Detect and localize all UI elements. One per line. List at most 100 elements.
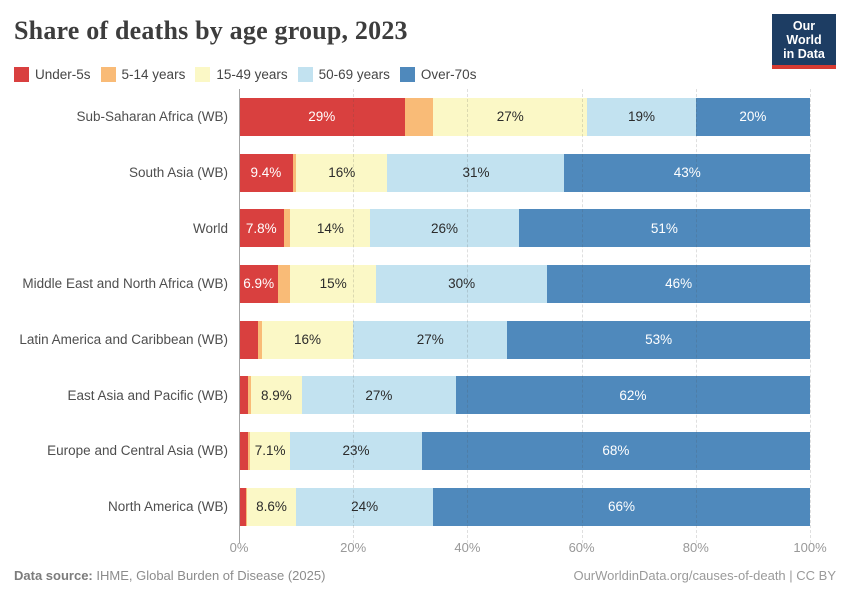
bar-segment-over-70s[interactable]: 62% — [455, 376, 810, 415]
x-tick-label: 20% — [340, 539, 367, 555]
bar-segment-15-49-years[interactable]: 16% — [261, 320, 354, 359]
legend-swatch-icon — [195, 66, 211, 82]
legend-label: 50-69 years — [318, 66, 390, 82]
bar-segment-50-69-years[interactable]: 31% — [387, 153, 565, 192]
bar-segment-5-14-years[interactable] — [278, 264, 291, 303]
chart-row-east-asia-and-pacific-wb: East Asia and Pacific (WB) 8.9% 27% 62% — [14, 367, 810, 423]
bar-segment-50-69-years[interactable]: 19% — [587, 97, 696, 136]
bar-segment-50-69-years[interactable]: 27% — [301, 376, 456, 415]
legend-item-50-69-years[interactable]: 50-69 years — [297, 66, 390, 82]
chart-row-north-america-wb: North America (WB) 8.6% 24% 66% — [14, 479, 810, 535]
x-axis: 0% 20% 40% 60% 80% 100% — [230, 538, 827, 558]
bar-segment-15-49-years[interactable]: 16% — [296, 153, 388, 192]
bar-segment-50-69-years[interactable]: 30% — [376, 264, 548, 303]
bar-segment-15-49-years[interactable]: 14% — [290, 209, 371, 248]
page-title: Share of deaths by age group, 2023 — [14, 16, 408, 45]
legend-item-5-14-years[interactable]: 5-14 years — [100, 66, 186, 82]
bar-segment-under-5s[interactable]: 6.9% — [239, 264, 279, 303]
bar-segment-50-69-years[interactable]: 23% — [290, 431, 422, 470]
row-label[interactable]: East Asia and Pacific (WB) — [67, 387, 228, 403]
bar-track: 9.4% 16% 31% 43% — [239, 153, 810, 192]
header: Share of deaths by age group, 2023 Our W… — [14, 14, 836, 69]
bar-segment-under-5s[interactable] — [239, 431, 248, 470]
legend-swatch-icon — [297, 66, 313, 82]
chart-row-middle-east-and-north-africa-wb: Middle East and North Africa (WB) 6.9% 15%… — [14, 256, 810, 312]
bar-segment-50-69-years[interactable]: 27% — [353, 320, 508, 359]
x-tick-label: 80% — [682, 539, 709, 555]
chart-row-europe-and-central-asia-wb: Europe and Central Asia (WB) 7.1% 23% 68% — [14, 423, 810, 479]
row-label[interactable]: World — [192, 220, 228, 236]
data-source-text: IHME, Global Burden of Disease (2025) — [92, 567, 326, 583]
bar-segment-over-70s[interactable]: 68% — [421, 431, 810, 470]
chart-rows: Sub-Saharan Africa (WB) 29% 27% 19% 20% South… — [14, 89, 810, 535]
row-label[interactable]: Middle East and North Africa (WB) — [22, 276, 228, 292]
chart-row-world: World 7.8% 14% 26% 51% — [14, 200, 810, 256]
owid-logo-line2: in Data — [783, 47, 825, 61]
bar-track: 8.6% 24% 66% — [239, 487, 810, 526]
owid-logo[interactable]: Our World in Data — [772, 14, 836, 69]
bar-track: 7.8% 14% 26% 51% — [239, 209, 810, 248]
x-tick-label: 100% — [793, 539, 827, 555]
bar-segment-5-14-years[interactable] — [247, 431, 250, 470]
row-label[interactable]: Latin America and Caribbean (WB) — [19, 332, 228, 348]
bar-segment-under-5s[interactable] — [239, 487, 246, 526]
bar-track: 8.9% 27% 62% — [239, 376, 810, 415]
legend-item-over-70s[interactable]: Over-70s — [399, 66, 477, 82]
chart-row-sub-saharan-africa-wb: Sub-Saharan Africa (WB) 29% 27% 19% 20% — [14, 89, 810, 145]
bar-segment-over-70s[interactable]: 51% — [518, 209, 810, 248]
legend-label: 5-14 years — [121, 66, 186, 82]
bar-segment-5-14-years[interactable] — [292, 153, 297, 192]
bar-segment-5-14-years[interactable] — [283, 209, 291, 248]
bar-track: 16% 27% 53% — [239, 320, 810, 359]
legend-swatch-icon — [399, 66, 415, 82]
stacked-bar-chart: Sub-Saharan Africa (WB) 29% 27% 19% 20% South… — [14, 89, 811, 543]
bar-segment-15-49-years[interactable]: 8.9% — [250, 376, 302, 415]
bar-segment-5-14-years[interactable] — [404, 97, 434, 136]
chart-row-south-asia-wb: South Asia (WB) 9.4% 16% 31% 43% — [14, 145, 810, 201]
bar-segment-under-5s[interactable] — [239, 320, 258, 359]
bar-segment-under-5s[interactable]: 7.8% — [239, 209, 284, 248]
gridline-100% — [810, 89, 811, 543]
data-source-note: Data source: IHME, Global Burden of Dise… — [14, 568, 325, 583]
chart-row-latin-america-and-caribbean-wb: Latin America and Caribbean (WB) 16% 27% 53… — [14, 312, 810, 368]
row-label[interactable]: Europe and Central Asia (WB) — [47, 443, 228, 459]
bar-track: 29% 27% 19% 20% — [239, 97, 810, 136]
legend: Under-5s 5-14 years 15-49 years 50-69 years… — [14, 65, 836, 83]
bar-segment-15-49-years[interactable]: 27% — [433, 97, 588, 136]
row-label[interactable]: Sub-Saharan Africa (WB) — [76, 109, 228, 125]
bar-segment-50-69-years[interactable]: 24% — [296, 487, 434, 526]
row-label[interactable]: North America (WB) — [107, 499, 228, 515]
legend-item-under-5s[interactable]: Under-5s — [14, 66, 91, 82]
bar-segment-under-5s[interactable] — [239, 376, 249, 415]
bar-segment-over-70s[interactable]: 43% — [564, 153, 810, 192]
footer: Data source: IHME, Global Burden of Dise… — [14, 568, 836, 583]
bar-segment-50-69-years[interactable]: 26% — [370, 209, 519, 248]
row-label[interactable]: South Asia (WB) — [128, 165, 228, 181]
bar-segment-over-70s[interactable]: 46% — [547, 264, 810, 303]
bar-segment-over-70s[interactable]: 66% — [433, 487, 810, 526]
bar-segment-under-5s[interactable]: 9.4% — [239, 153, 293, 192]
legend-label: 15-49 years — [216, 66, 288, 82]
bar-segment-over-70s[interactable]: 53% — [507, 320, 810, 359]
bar-segment-5-14-years[interactable] — [257, 320, 262, 359]
bar-segment-under-5s[interactable]: 29% — [239, 97, 405, 136]
owid-logo-line1: Our World — [786, 19, 822, 47]
bar-track: 6.9% 15% 30% 46% — [239, 264, 810, 303]
legend-swatch-icon — [100, 66, 116, 82]
credit-link[interactable]: OurWorldinData.org/causes-of-death | CC … — [573, 567, 836, 583]
bar-segment-over-70s[interactable]: 20% — [695, 97, 810, 136]
bar-track: 7.1% 23% 68% — [239, 431, 810, 470]
legend-item-15-49-years[interactable]: 15-49 years — [195, 66, 288, 82]
data-source-label: Data source: — [14, 567, 93, 583]
x-tick-label: 40% — [454, 539, 481, 555]
legend-label: Under-5s — [35, 66, 91, 82]
bar-segment-15-49-years[interactable]: 7.1% — [249, 431, 291, 470]
bar-segment-15-49-years[interactable]: 8.6% — [246, 487, 297, 526]
x-tick-label: 0% — [229, 539, 249, 555]
bar-segment-5-14-years[interactable] — [245, 487, 247, 526]
bar-segment-15-49-years[interactable]: 15% — [290, 264, 377, 303]
legend-label: Over-70s — [420, 66, 477, 82]
legend-swatch-icon — [14, 66, 29, 82]
bar-segment-5-14-years[interactable] — [248, 376, 251, 415]
